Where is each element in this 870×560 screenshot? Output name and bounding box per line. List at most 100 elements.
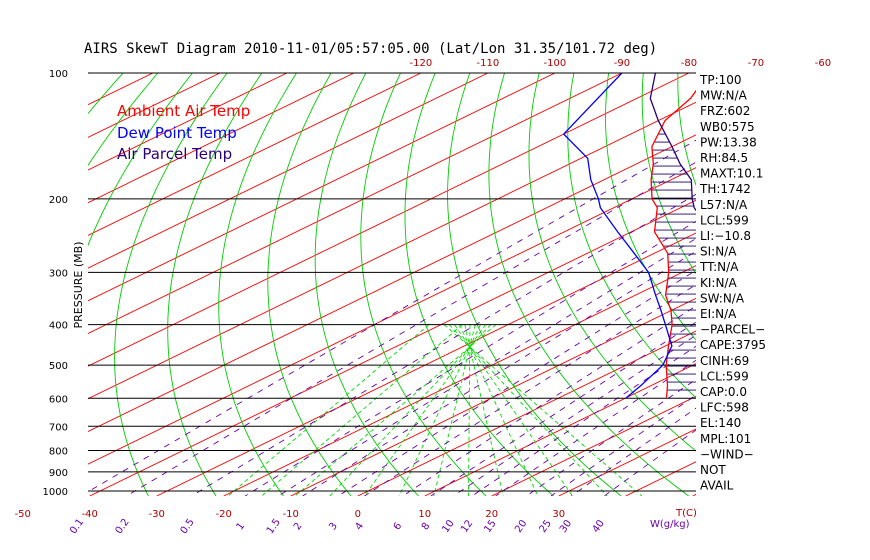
index-label: LI:−10.8	[700, 229, 751, 243]
dry-adiabat-line	[88, 73, 159, 167]
index-label: AVAIL	[700, 479, 734, 493]
mixing-ratio-line	[302, 250, 696, 496]
pressure-tick-label: 800	[49, 446, 68, 457]
bottom-temp-tick-label: -40	[82, 509, 98, 520]
index-label: MPL:101	[700, 432, 751, 446]
index-label: −WIND−	[700, 447, 754, 461]
mixing-ratio-line	[126, 161, 696, 496]
top-temp-tick-label: -80	[681, 58, 697, 69]
index-label: LCL:599	[700, 369, 749, 383]
pressure-tick-label: 700	[49, 422, 68, 433]
mixing-ratio-line	[244, 220, 696, 496]
isotherm-line	[88, 101, 696, 400]
isotherm-line	[156, 232, 696, 496]
index-label: TP:100	[699, 73, 742, 87]
mixing-ratio-tick-label: 15	[482, 518, 498, 535]
ambient-temp-line	[650, 89, 696, 398]
dry-adiabat-line	[851, 73, 870, 496]
bottom-temp-tick-label: 30	[552, 509, 565, 520]
pressure-tick-label: 600	[49, 394, 68, 405]
index-label: SW:N/A	[700, 291, 745, 305]
dry-adiabat-line	[267, 73, 352, 496]
index-label: CAP:0.0	[700, 385, 747, 399]
dry-adiabat-line	[0, 73, 54, 496]
dry-adiabat-line	[567, 73, 696, 399]
isotherm-line	[357, 330, 696, 496]
mixing-ratio-line	[364, 284, 696, 496]
index-label: TH:1742	[699, 182, 751, 196]
dry-adiabat-line	[167, 73, 263, 496]
index-label: FRZ:602	[700, 104, 750, 118]
index-label: SI:N/A	[700, 245, 737, 259]
chart-title: AIRS SkewT Diagram 2010-11-01/05:57:05.0…	[84, 41, 657, 57]
mixing-ratio-tick-label: 25	[538, 518, 554, 535]
mixing-ratio-tick-label: 12	[459, 518, 475, 535]
top-temp-tick-label: -120	[410, 58, 433, 69]
mixing-ratio-label: W(g/kg)	[650, 519, 690, 530]
moist-adiabat-line	[294, 324, 497, 496]
mixing-ratio-tick-label: 30	[558, 518, 574, 535]
dry-adiabat-line	[817, 73, 870, 496]
index-label: CAPE:3795	[700, 338, 766, 352]
dry-adiabat-line	[404, 73, 554, 496]
mixing-ratio-tick-label: 20	[513, 518, 529, 535]
index-label: EL:140	[700, 416, 741, 430]
index-label: RH:84.5	[700, 151, 748, 165]
dry-adiabat-line	[605, 73, 696, 341]
mixing-ratio-line	[471, 345, 696, 496]
top-temp-tick-label: -60	[815, 58, 831, 69]
pressure-tick-label: 900	[49, 468, 68, 479]
legend-dewpoint: Dew Point Temp	[117, 124, 237, 142]
dry-adiabat-line	[88, 73, 193, 247]
moist-adiabat-line	[448, 324, 608, 496]
index-label: PW:13.38	[700, 135, 757, 149]
dry-adiabat-line	[447, 73, 622, 496]
dry-adiabat-line	[0, 73, 19, 496]
index-label: −PARCEL−	[700, 323, 765, 337]
index-label: LFC:598	[700, 401, 749, 415]
pressure-tick-label: 400	[49, 321, 68, 332]
top-temp-tick-label: -70	[748, 58, 764, 69]
mixing-ratio-tick-label: 40	[591, 518, 607, 535]
index-label: TT:N/A	[699, 260, 739, 274]
dry-adiabat-line	[528, 73, 696, 452]
dry-adiabat-line	[677, 73, 696, 187]
top-temp-tick-label: -110	[477, 58, 500, 69]
moist-adiabat-line	[261, 324, 463, 496]
bottom-temp-tick-label: 20	[485, 509, 498, 520]
top-temp-tick-label: -100	[544, 58, 567, 69]
bottom-temp-tick-label: -20	[216, 509, 232, 520]
index-label: MW:N/A	[700, 89, 748, 103]
legend-ambient: Ambient Air Temp	[117, 102, 250, 120]
index-label: KI:N/A	[700, 276, 737, 290]
pressure-tick-label: 500	[49, 361, 68, 372]
dry-adiabat-line	[314, 73, 419, 496]
isotherm-line	[88, 73, 556, 302]
isotherm-line	[88, 73, 422, 236]
mixing-ratio-tick-label: 6	[392, 521, 405, 533]
mixing-ratio-line	[337, 269, 696, 496]
mixing-ratio-tick-label: 1	[235, 521, 248, 533]
mixing-ratio-line	[453, 334, 696, 496]
mixing-ratio-tick-label: 2	[292, 521, 305, 533]
isotherm-line	[88, 73, 489, 269]
index-label: MAXT:10.1	[700, 167, 763, 181]
y-axis-label: PRESSURE (MB)	[72, 242, 85, 329]
mixing-ratio-tick-label: 1.5	[265, 517, 283, 536]
moist-adiabat-line	[459, 324, 539, 496]
moist-adiabat-line	[227, 324, 430, 496]
dry-adiabat-line	[641, 73, 696, 275]
mixing-ratio-line	[526, 378, 696, 496]
bottom-temp-tick-label: -30	[149, 509, 165, 520]
dewpoint-line	[562, 73, 673, 399]
isotherm-line	[88, 73, 355, 204]
isotherm-line	[88, 167, 696, 465]
isotherm-line	[0, 73, 19, 496]
dry-adiabat-line	[488, 73, 689, 496]
moist-adiabat-line	[433, 324, 476, 496]
pressure-tick-label: 1000	[43, 487, 68, 498]
mixing-ratio-tick-label: 3	[327, 521, 340, 533]
index-label: LCL:599	[700, 213, 749, 227]
mixing-ratio-line	[191, 193, 696, 496]
